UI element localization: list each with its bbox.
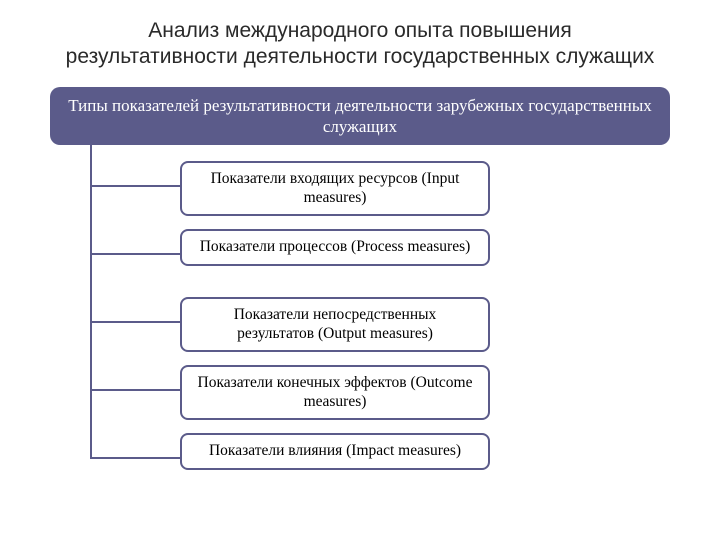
item-box: Показатели процессов (Process measures) (180, 229, 490, 266)
connector-branch (90, 253, 180, 255)
connector-branch (90, 457, 180, 459)
item-box: Показатели конечных эффектов (Outcome me… (180, 365, 490, 420)
diagram-row: Показатели непосредственных результатов … (50, 287, 670, 355)
diagram-container: Показатели входящих ресурсов (Input meas… (50, 145, 670, 491)
slide-title: Анализ международного опыта повышения ре… (0, 0, 720, 83)
connector-branch (90, 321, 180, 323)
diagram-row: Показатели входящих ресурсов (Input meas… (50, 151, 670, 219)
diagram-row: Показатели влияния (Impact measures) (50, 423, 670, 491)
connector-trunk (90, 135, 92, 457)
item-box: Показатели влияния (Impact measures) (180, 433, 490, 470)
connector-branch (90, 389, 180, 391)
diagram-row: Показатели процессов (Process measures) (50, 219, 670, 287)
diagram-row: Показатели конечных эффектов (Outcome me… (50, 355, 670, 423)
item-box: Показатели входящих ресурсов (Input meas… (180, 161, 490, 216)
diagram-header: Типы показателей результативности деятел… (50, 87, 670, 146)
item-box: Показатели непосредственных результатов … (180, 297, 490, 352)
connector-branch (90, 185, 180, 187)
